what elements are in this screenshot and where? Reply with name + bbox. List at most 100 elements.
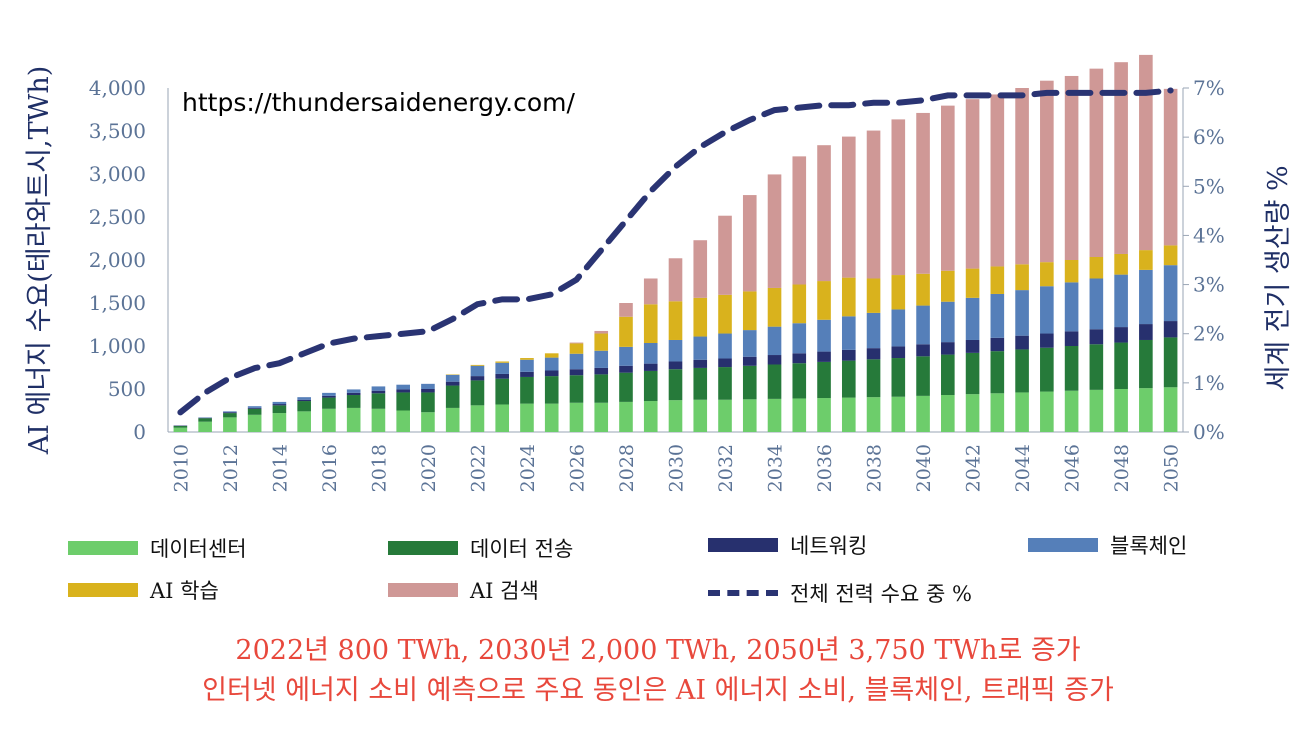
bar-training-2028 <box>619 316 633 347</box>
bar-networking-2041 <box>941 342 955 355</box>
bar-transmission-2024 <box>520 376 534 404</box>
bar-datacenter-2018 <box>371 408 386 432</box>
bar-blockchain-2013 <box>247 406 262 408</box>
bar-transmission-2021 <box>445 385 460 408</box>
legend-swatch-search <box>388 583 458 597</box>
bar-datacenter-2048 <box>1114 389 1128 432</box>
legend-item-blockchain: 블록체인 <box>1028 530 1187 560</box>
bar-transmission-2019 <box>396 392 410 411</box>
y-tick-label: 2,000 <box>89 248 146 272</box>
bar-networking-2016 <box>322 395 336 398</box>
bar-search-2028 <box>619 303 633 317</box>
bar-datacenter-2026 <box>569 402 584 432</box>
bar-transmission-2047 <box>1089 344 1104 390</box>
bar-transmission-2035 <box>792 363 807 399</box>
legend-swatch-line <box>708 590 778 596</box>
bar-blockchain-2014 <box>272 401 287 405</box>
bar-blockchain-2039 <box>891 309 906 347</box>
bar-networking-2048 <box>1114 327 1128 343</box>
x-tick-label: 2036 <box>814 444 836 492</box>
y2-tick-label: 1% <box>1193 371 1225 395</box>
bar-search-2026 <box>569 342 584 344</box>
bar-networking-2038 <box>866 348 881 360</box>
bar-networking-2025 <box>544 370 559 377</box>
bar-training-2050 <box>1163 245 1178 266</box>
bar-networking-2018 <box>371 390 386 394</box>
x-tick-label: 2044 <box>1012 444 1034 492</box>
bar-blockchain-2029 <box>643 342 658 364</box>
y-axis-left: 4,000 3,500 3,000 2,500 2,000 1,500 1,000 500 0 <box>89 76 146 444</box>
bar-transmission-2045 <box>1040 347 1054 392</box>
legend-label-search: AI 검색 <box>470 579 539 603</box>
bar-blockchain-2050 <box>1163 265 1178 322</box>
bar-networking-2045 <box>1040 333 1054 348</box>
bar-datacenter-2037 <box>841 397 856 432</box>
bar-blockchain-2023 <box>495 362 510 374</box>
bar-training-2049 <box>1139 250 1153 270</box>
bar-networking-2013 <box>247 407 262 409</box>
bar-networking-2020 <box>421 389 435 393</box>
bar-transmission-2034 <box>767 364 782 399</box>
bar-networking-2029 <box>643 363 658 371</box>
bar-datacenter-2036 <box>817 398 831 432</box>
bar-transmission-2026 <box>569 375 584 403</box>
bar-blockchain-2021 <box>445 374 460 382</box>
bar-transmission-2014 <box>272 405 287 414</box>
bar-training-2040 <box>916 273 930 306</box>
bar-training-2041 <box>941 270 955 302</box>
y2-tick-label: 6% <box>1193 125 1225 149</box>
bar-transmission-2043 <box>990 351 1005 394</box>
x-tick-label: 2050 <box>1161 444 1183 492</box>
bar-blockchain-2044 <box>1015 290 1029 336</box>
bar-training-2036 <box>817 281 831 320</box>
legend-swatch-networking <box>708 538 778 552</box>
bar-search-2040 <box>916 112 930 274</box>
bar-search-2036 <box>817 145 831 282</box>
bar-datacenter-2011 <box>198 421 212 432</box>
bar-search-2046 <box>1064 75 1079 261</box>
bar-transmission-2028 <box>619 372 633 402</box>
bar-networking-2050 <box>1163 321 1178 338</box>
bar-transmission-2016 <box>322 397 336 409</box>
bar-blockchain-2025 <box>544 357 559 371</box>
bar-datacenter-2035 <box>792 398 807 432</box>
bar-training-2046 <box>1064 260 1079 283</box>
bar-training-2029 <box>643 304 658 343</box>
bar-training-2033 <box>742 291 757 331</box>
legend-item-line: 전체 전력 수요 중 % <box>708 578 972 608</box>
bar-networking-2040 <box>916 344 930 357</box>
bar-blockchain-2047 <box>1089 278 1104 330</box>
bar-blockchain-2048 <box>1114 274 1128 328</box>
bar-blockchain-2045 <box>1040 286 1054 334</box>
bar-training-2032 <box>718 294 732 334</box>
bar-series <box>173 54 1178 432</box>
bar-search-2048 <box>1114 62 1128 254</box>
bar-blockchain-2037 <box>841 316 856 350</box>
watermark-url: https://thundersaidenergy.com/ <box>182 88 575 117</box>
bar-transmission-2020 <box>421 392 435 413</box>
bar-transmission-2018 <box>371 393 386 409</box>
bar-networking-2037 <box>841 349 856 361</box>
bar-networking-2014 <box>272 404 287 406</box>
bar-datacenter-2034 <box>767 398 782 432</box>
x-tick-label: 2032 <box>715 444 737 492</box>
bar-blockchain-2020 <box>421 383 435 389</box>
bar-training-2048 <box>1114 253 1128 275</box>
bar-transmission-2023 <box>495 378 510 405</box>
y2-tick-label: 4% <box>1193 223 1225 247</box>
bar-training-2038 <box>866 278 881 313</box>
bar-transmission-2027 <box>594 374 609 403</box>
bar-networking-2034 <box>767 355 782 365</box>
bar-search-2037 <box>841 136 856 278</box>
bar-search-2031 <box>693 240 708 298</box>
y-tick-label: 1,000 <box>89 334 146 358</box>
bar-search-2039 <box>891 119 906 276</box>
y-axis-title-right: 세계 전기 생산량 % <box>1263 165 1294 390</box>
bar-training-2047 <box>1089 256 1104 279</box>
bar-search-2035 <box>792 156 807 285</box>
bar-networking-2039 <box>891 346 906 359</box>
bar-training-2023 <box>495 361 510 363</box>
bar-blockchain-2015 <box>297 397 311 400</box>
bar-search-2029 <box>643 278 658 305</box>
